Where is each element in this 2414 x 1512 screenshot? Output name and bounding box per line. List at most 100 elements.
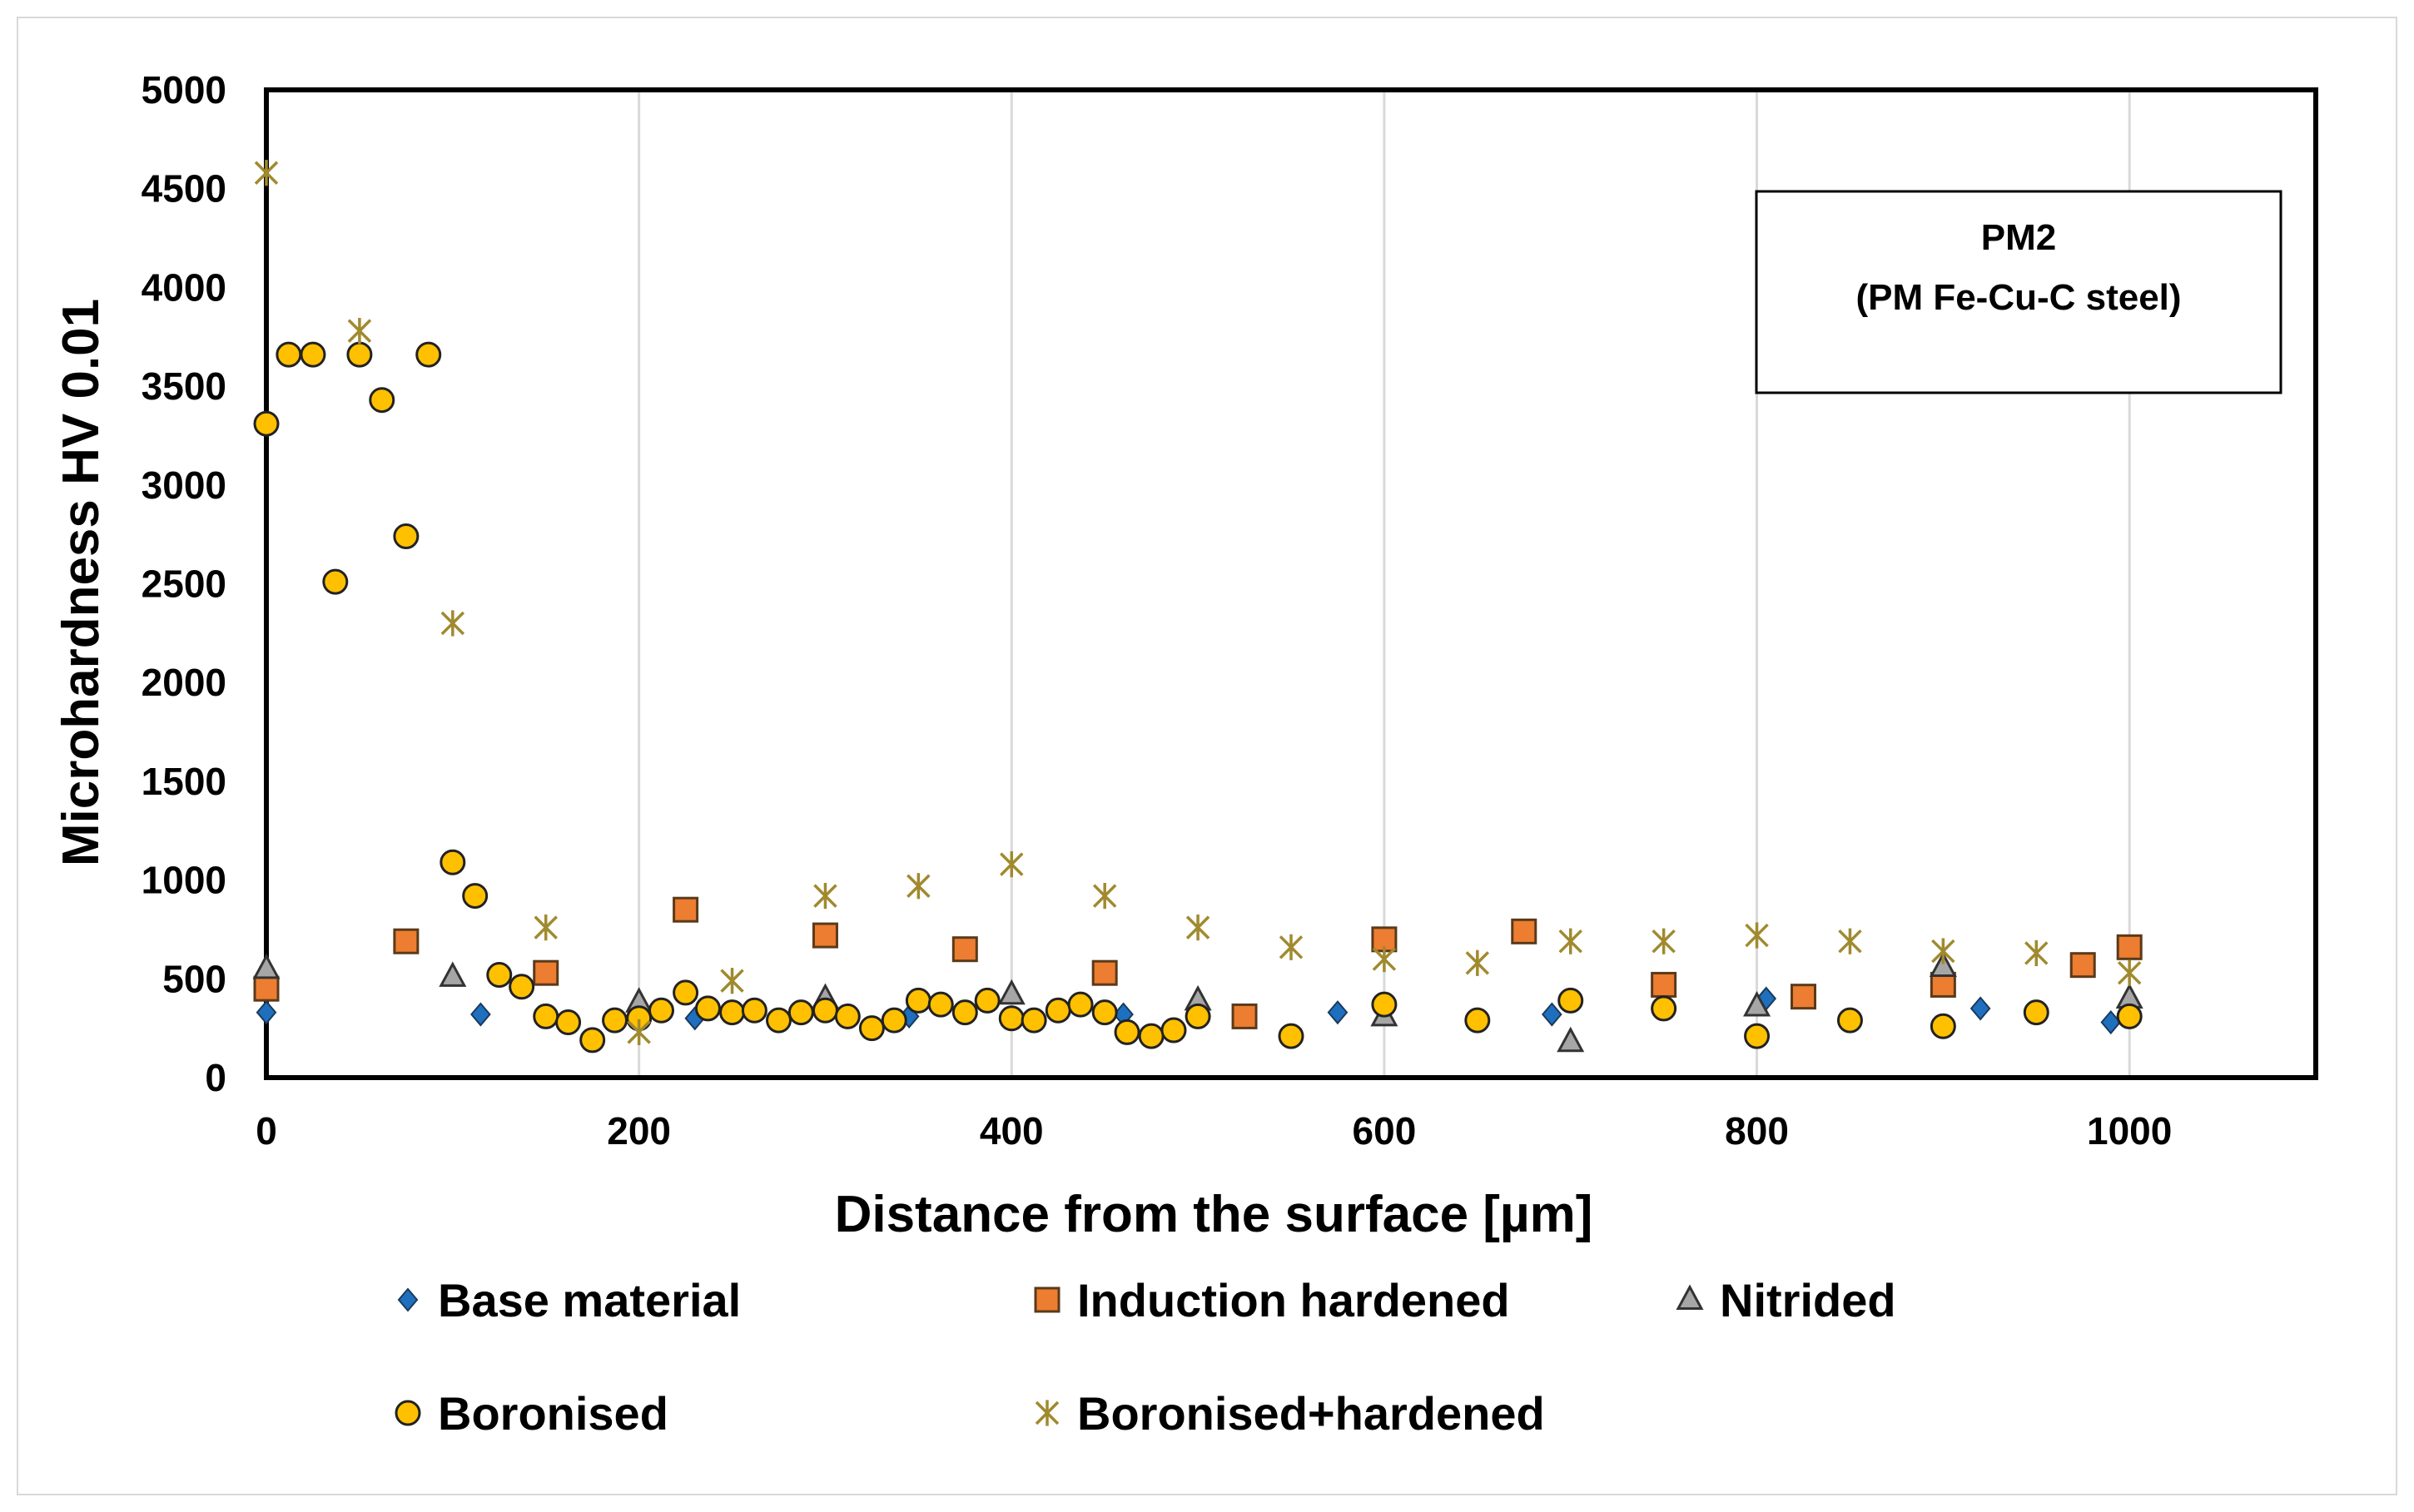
data-point [1511,918,1537,944]
data-point [2116,1003,2143,1029]
data-point [1372,945,1397,973]
data-point [1021,1007,1047,1034]
data-point [1651,995,1677,1022]
legend-label: Boronised [438,1387,668,1440]
data-point [906,873,931,900]
data-point [1371,991,1398,1018]
data-point [1091,959,1118,986]
data-point [1185,1003,1211,1029]
legend-marker [1676,1284,1704,1310]
data-point [346,341,373,368]
plot-area [264,87,2318,1080]
data-point [1651,971,1677,998]
data-point [1931,938,1955,964]
data-point [1160,1017,1187,1044]
data-point [741,997,767,1024]
data-point [509,974,535,1000]
data-point [252,953,281,979]
legend-item: Base material [397,1274,741,1326]
data-point [1557,1026,1585,1053]
data-point [1092,882,1117,910]
x-tick-labels: 0 200 400 600 800 1000 [256,1109,2172,1153]
data-point [253,410,280,437]
series-star [254,160,2142,1045]
data-point [927,991,954,1018]
legend-item: Boronised [395,1387,668,1440]
data-point [2116,934,2143,960]
data-point [1838,928,1862,954]
data-point [1138,1023,1165,1049]
data-point [627,1019,651,1045]
data-point [2024,939,2049,967]
x-tick-label: 1000 [2087,1109,2172,1153]
data-point [1465,949,1490,976]
data-point [787,999,814,1026]
legend-marker [1034,1286,1060,1313]
legend-item: Induction hardened [1034,1274,1510,1326]
data-point [2069,952,2096,979]
data-point [648,997,674,1024]
data-point [1743,990,1771,1017]
data-point [1969,996,1991,1021]
data-point [1045,997,1071,1024]
data-point [254,160,279,186]
data-point [1745,922,1769,949]
data-point [1791,984,1816,1010]
data-point [347,318,372,345]
data-point [470,1002,491,1027]
data-point [602,1007,628,1034]
y-axis-title: Microhardness HV 0.01 [52,299,110,866]
y-tick-label: 0 [205,1056,226,1099]
data-point [415,341,442,368]
data-point [253,975,280,1002]
data-point [812,922,838,949]
y-tick-label: 2500 [142,563,226,606]
legend-label: Base material [438,1274,741,1326]
legend-marker [395,1400,421,1426]
data-point [858,1015,885,1042]
data-point [256,1000,277,1025]
data-point [1558,928,1582,954]
data-point [766,1007,792,1034]
y-tick-label: 2000 [142,661,226,704]
data-point [720,968,744,994]
legend-marker [397,1287,419,1312]
data-point [834,1003,861,1029]
data-point [276,341,302,368]
data-point [439,961,467,987]
data-point [1652,928,1676,954]
data-point [905,987,931,1014]
y-tick-label: 3000 [142,464,226,507]
data-point [2117,959,2142,986]
data-point [555,1009,582,1036]
annotation-line1: PM2 [1981,217,2056,258]
data-point [1327,1000,1349,1025]
legend: Base material Induction hardened Nitrided B… [395,1274,1896,1440]
legend-label: Boronised+hardened [1077,1387,1545,1440]
y-tick-label: 500 [162,957,226,1000]
data-point [369,387,395,414]
x-tick-label: 600 [1353,1109,1417,1153]
x-tick-label: 200 [607,1109,671,1153]
data-point [719,999,746,1026]
data-point [1541,1002,1562,1027]
data-point [393,523,420,550]
data-point [1067,991,1094,1018]
data-point [2023,999,2049,1026]
data-point [1000,851,1024,878]
data-point [812,997,838,1024]
data-marks [252,160,2143,1053]
y-tick-labels: 0 500 1000 1500 2000 2500 3000 3500 4000 4500 5000 [142,68,226,1099]
data-point [533,1003,559,1029]
legend-marker [1035,1400,1060,1426]
data-point [951,999,978,1026]
data-point [1464,1007,1491,1034]
legend-label: Nitrided [1720,1274,1896,1326]
data-point [974,987,1001,1014]
data-point [300,341,326,368]
data-point [534,914,558,941]
data-point [673,896,699,923]
y-tick-label: 5000 [142,68,226,112]
annotation-line2: (PM Fe-Cu-C steel) [1855,277,2181,318]
